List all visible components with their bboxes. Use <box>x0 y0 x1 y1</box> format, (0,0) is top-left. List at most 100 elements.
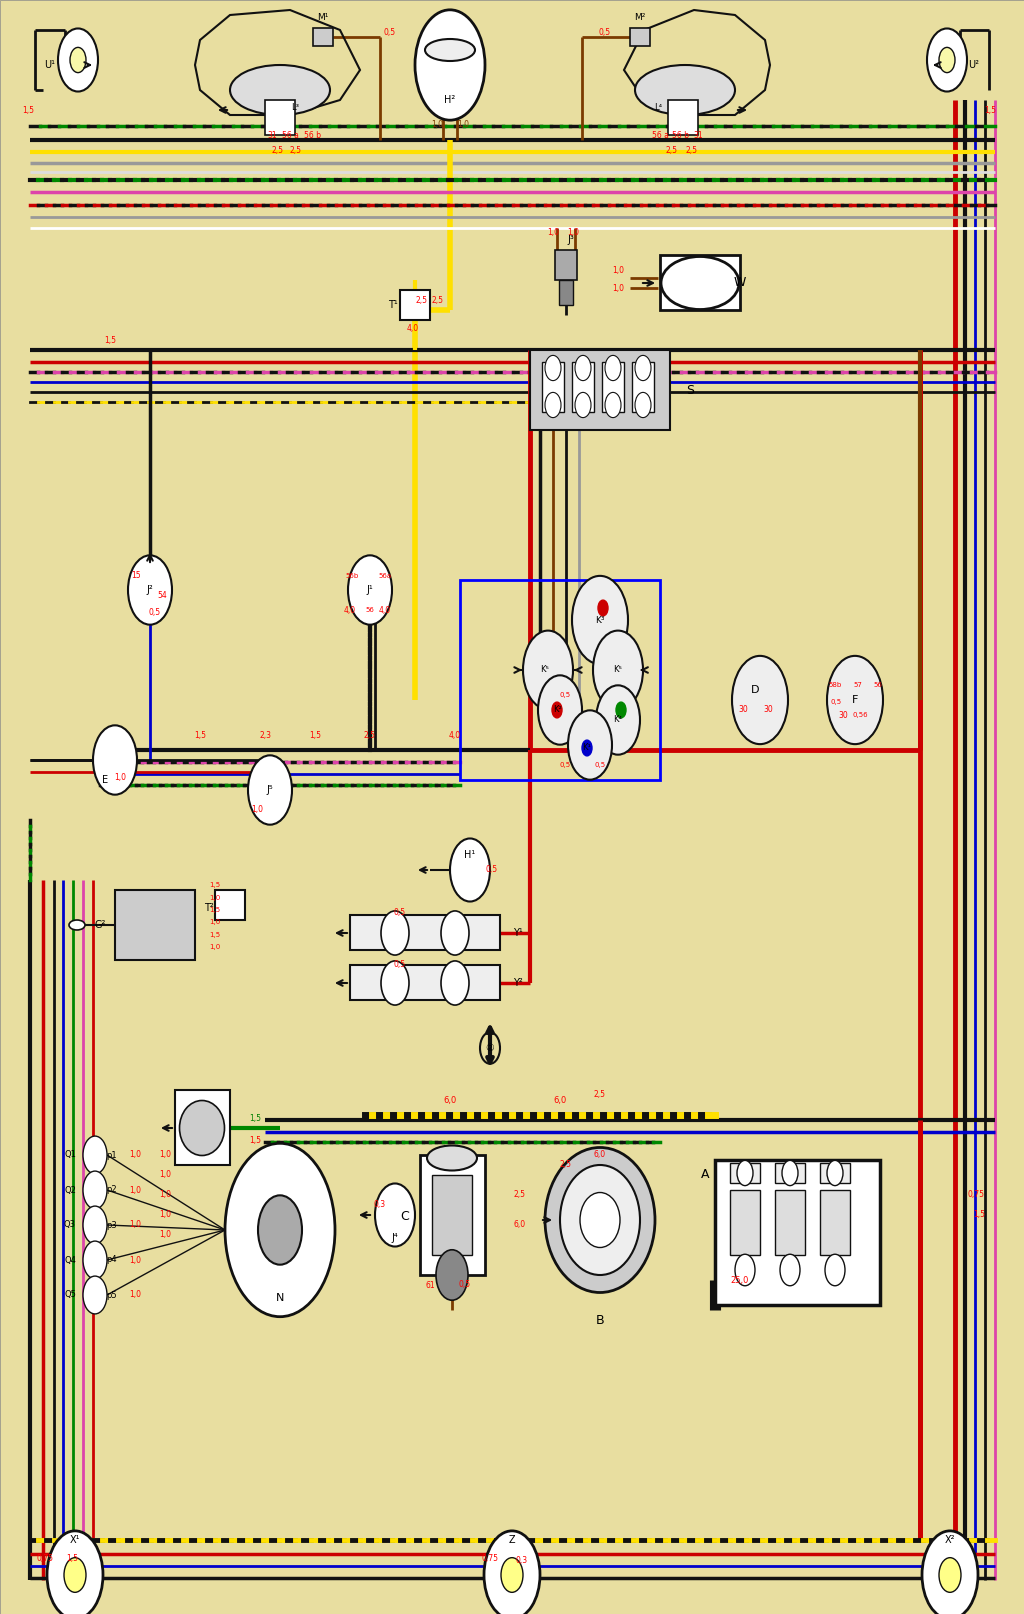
Text: 2,5: 2,5 <box>559 1160 571 1170</box>
Text: 1,5: 1,5 <box>210 907 220 914</box>
Bar <box>460 579 660 780</box>
Text: 31: 31 <box>693 131 702 139</box>
Text: 58b: 58b <box>828 683 842 688</box>
Circle shape <box>375 1183 415 1246</box>
Circle shape <box>827 1160 843 1186</box>
Text: p1: p1 <box>106 1151 118 1159</box>
Circle shape <box>593 631 643 710</box>
Text: D: D <box>751 684 759 696</box>
Text: 1,0: 1,0 <box>129 1186 141 1194</box>
Text: 56a: 56a <box>379 573 391 579</box>
Text: F: F <box>852 696 858 705</box>
Ellipse shape <box>427 1146 477 1170</box>
Circle shape <box>922 1530 978 1614</box>
Text: S: S <box>686 384 694 397</box>
Text: 6,0: 6,0 <box>594 1151 606 1159</box>
Text: 1,0: 1,0 <box>159 1191 171 1199</box>
Text: 1,0: 1,0 <box>129 1220 141 1230</box>
Circle shape <box>523 631 573 710</box>
Text: 0,5: 0,5 <box>384 29 396 37</box>
Text: 1,0: 1,0 <box>159 1210 171 1220</box>
Bar <box>572 362 594 412</box>
Text: Q1: Q1 <box>65 1151 76 1159</box>
Text: 56: 56 <box>366 607 375 613</box>
Circle shape <box>70 47 86 73</box>
Text: 2,5: 2,5 <box>666 145 678 155</box>
Circle shape <box>348 555 392 625</box>
Text: Q5: Q5 <box>65 1291 76 1299</box>
Text: 2,5: 2,5 <box>686 145 698 155</box>
Text: 1,0: 1,0 <box>431 121 443 129</box>
Ellipse shape <box>662 257 739 310</box>
Text: p5: p5 <box>106 1291 118 1299</box>
Text: E: E <box>102 775 109 784</box>
Text: K⁵: K⁵ <box>541 665 550 675</box>
Text: 4,0: 4,0 <box>344 605 356 615</box>
Ellipse shape <box>580 1193 620 1248</box>
Text: M²: M² <box>634 13 646 23</box>
Text: 30: 30 <box>738 705 748 715</box>
Text: J⁴: J⁴ <box>391 1233 398 1243</box>
Bar <box>715 1160 880 1306</box>
Text: 4,0: 4,0 <box>407 323 419 332</box>
Circle shape <box>258 1196 302 1265</box>
Ellipse shape <box>179 1101 224 1156</box>
Circle shape <box>939 1558 961 1593</box>
Text: 2,5: 2,5 <box>364 731 376 739</box>
Bar <box>175 1089 230 1165</box>
Bar <box>730 1164 760 1183</box>
Text: 1,0: 1,0 <box>159 1230 171 1240</box>
Bar <box>400 291 430 320</box>
Text: 31: 31 <box>267 131 276 139</box>
Text: 57: 57 <box>854 683 862 688</box>
Bar <box>115 889 195 960</box>
Text: 0,5: 0,5 <box>148 607 161 617</box>
Text: K²: K² <box>553 705 561 715</box>
Text: 0,75: 0,75 <box>37 1554 53 1562</box>
Text: K⁴: K⁴ <box>613 715 623 725</box>
Text: 1,0: 1,0 <box>129 1151 141 1159</box>
Text: H¹: H¹ <box>464 851 475 860</box>
Circle shape <box>83 1241 106 1278</box>
Text: U²: U² <box>969 60 980 69</box>
Text: 0,56: 0,56 <box>852 712 867 718</box>
Circle shape <box>827 655 883 744</box>
Text: Q2: Q2 <box>65 1186 76 1194</box>
Bar <box>542 362 564 412</box>
Text: 1,0: 1,0 <box>251 805 263 815</box>
Circle shape <box>248 755 292 825</box>
Text: 0,5: 0,5 <box>459 1280 471 1290</box>
Text: 2,5: 2,5 <box>272 145 284 155</box>
Text: H²: H² <box>444 95 456 105</box>
Circle shape <box>128 555 172 625</box>
Circle shape <box>83 1136 106 1173</box>
Text: K⁵: K⁵ <box>613 665 623 675</box>
Text: 30: 30 <box>763 705 773 715</box>
Text: J⁵: J⁵ <box>266 784 273 796</box>
Text: 1,5: 1,5 <box>66 1554 78 1562</box>
Text: 2,5: 2,5 <box>514 1191 526 1199</box>
Circle shape <box>568 710 612 780</box>
Text: 0,75: 0,75 <box>481 1554 499 1562</box>
Bar <box>630 27 650 47</box>
Bar <box>530 350 670 429</box>
Text: 1,0: 1,0 <box>612 265 624 274</box>
Bar <box>668 100 698 136</box>
Text: p3: p3 <box>106 1220 118 1230</box>
Bar <box>265 100 295 136</box>
Bar <box>660 255 740 310</box>
Circle shape <box>538 675 582 744</box>
Circle shape <box>436 1249 468 1301</box>
Circle shape <box>381 960 409 1006</box>
Bar <box>730 1190 760 1256</box>
Circle shape <box>575 355 591 381</box>
Text: 30: 30 <box>838 710 848 720</box>
Circle shape <box>83 1277 106 1314</box>
Circle shape <box>441 960 469 1006</box>
Text: T¹: T¹ <box>388 300 398 310</box>
Text: 4,0: 4,0 <box>379 605 391 615</box>
Circle shape <box>616 702 626 718</box>
Circle shape <box>780 1254 800 1286</box>
Ellipse shape <box>425 39 475 61</box>
Text: K³: K³ <box>595 615 605 625</box>
